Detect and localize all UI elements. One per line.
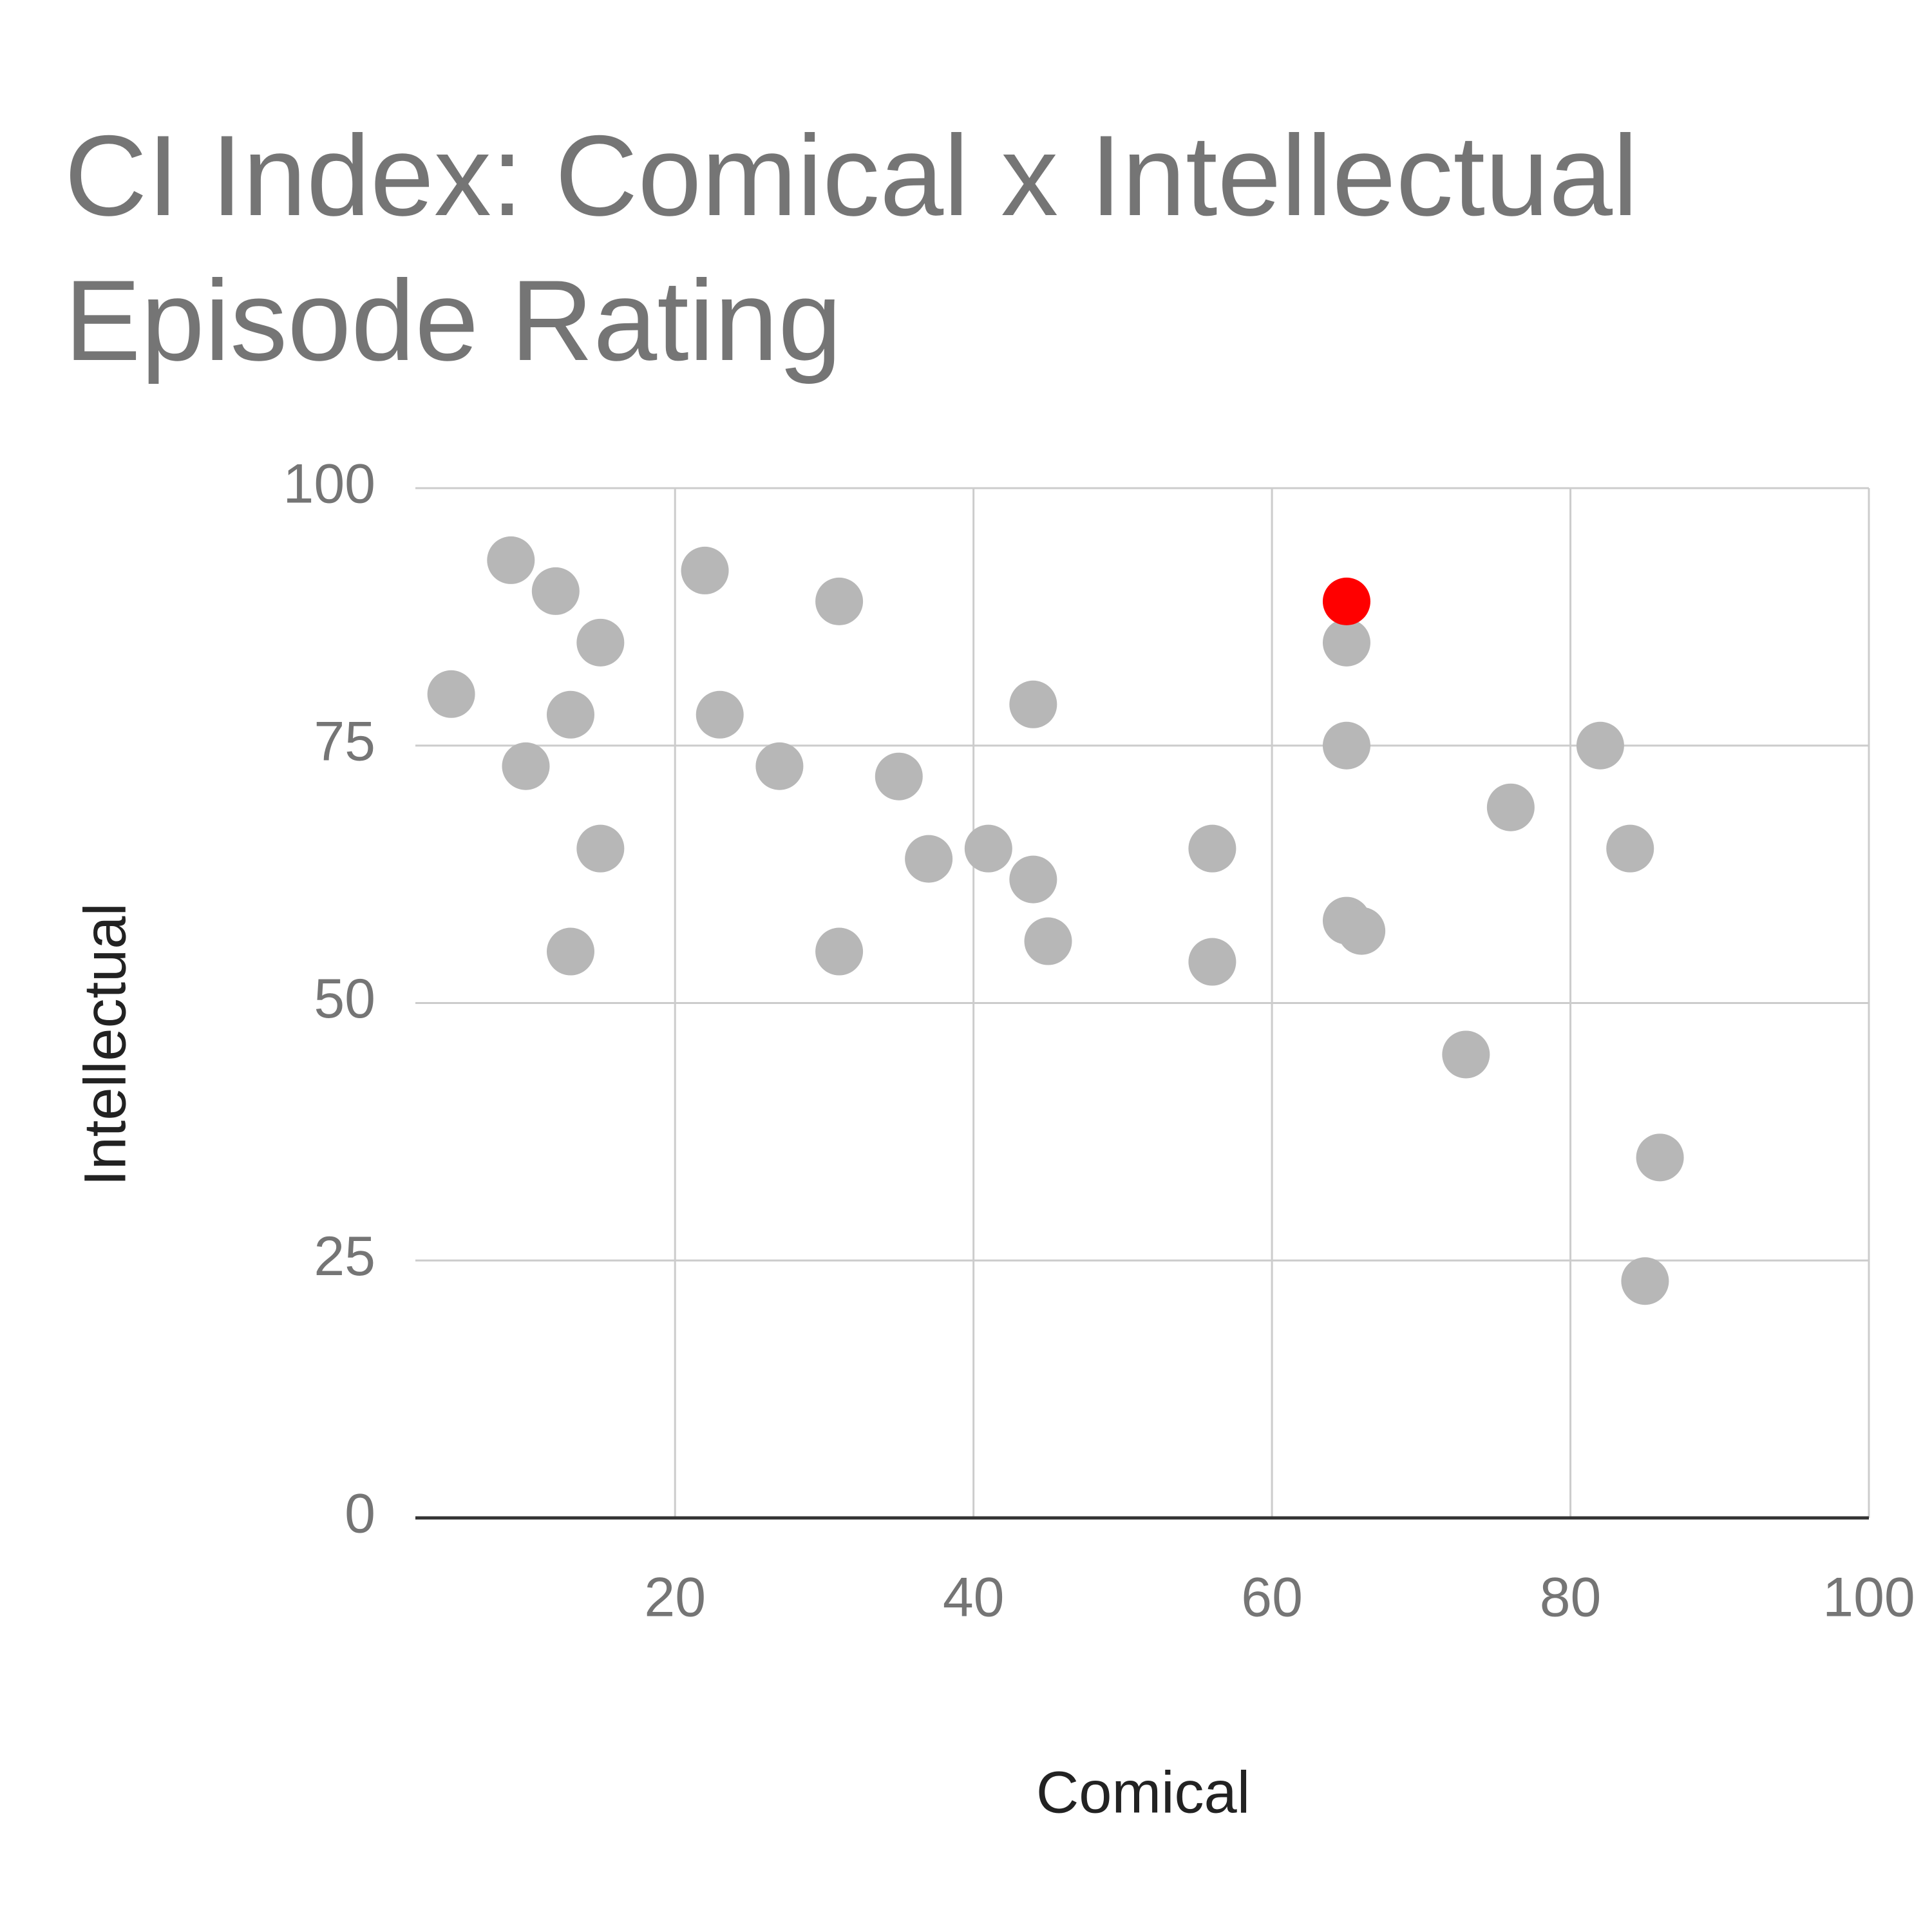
point xyxy=(1188,824,1236,873)
chart-title: CI Index: Comical x Intellectual Episode… xyxy=(64,111,1638,384)
point xyxy=(1576,721,1624,770)
x-axis-title: Comical xyxy=(1036,1759,1250,1825)
point xyxy=(576,618,625,667)
point xyxy=(1338,907,1386,955)
point xyxy=(1442,1030,1490,1079)
point xyxy=(1188,938,1236,986)
point xyxy=(1621,1257,1669,1305)
point xyxy=(755,742,804,790)
point xyxy=(546,690,594,739)
y-axis-title: Intellectual xyxy=(72,903,138,1186)
point xyxy=(576,824,625,873)
point xyxy=(1024,917,1072,965)
point xyxy=(1009,855,1057,904)
point xyxy=(681,546,729,594)
point xyxy=(815,577,864,625)
point xyxy=(905,835,953,883)
point xyxy=(696,690,744,739)
y-tick-label: 100 xyxy=(283,453,376,515)
point xyxy=(427,670,475,718)
x-tick-label: 40 xyxy=(943,1567,1005,1629)
point xyxy=(964,824,1012,873)
point xyxy=(875,752,923,800)
y-tick-label: 50 xyxy=(314,968,375,1030)
y-tick-label: 75 xyxy=(314,710,375,772)
point xyxy=(487,536,535,584)
point xyxy=(1606,824,1654,873)
point xyxy=(1486,783,1535,831)
point xyxy=(502,742,550,790)
point xyxy=(1009,680,1057,728)
x-tick-label: 100 xyxy=(1823,1567,1915,1629)
x-tick-label: 80 xyxy=(1540,1567,1602,1629)
point xyxy=(531,567,580,615)
point xyxy=(1322,721,1370,770)
point xyxy=(1322,577,1370,625)
point xyxy=(1636,1133,1684,1182)
y-tick-label: 0 xyxy=(345,1483,375,1545)
x-tick-label: 60 xyxy=(1241,1567,1303,1629)
point xyxy=(815,927,864,976)
x-tick-label: 20 xyxy=(644,1567,706,1629)
point xyxy=(546,927,594,976)
y-tick-label: 25 xyxy=(314,1226,375,1287)
point xyxy=(1322,618,1370,667)
